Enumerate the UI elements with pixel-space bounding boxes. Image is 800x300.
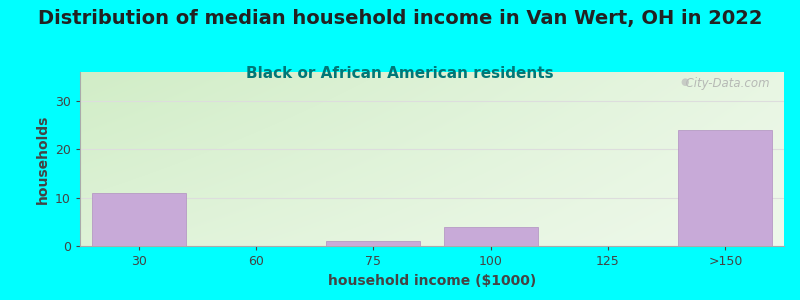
Bar [92,193,186,246]
Bar [326,241,420,246]
Bar [678,130,772,246]
Text: Black or African American residents: Black or African American residents [246,66,554,81]
Text: Distribution of median household income in Van Wert, OH in 2022: Distribution of median household income … [38,9,762,28]
X-axis label: household income ($1000): household income ($1000) [328,274,536,288]
Text: City-Data.com: City-Data.com [678,77,770,90]
Y-axis label: households: households [35,114,50,204]
Text: ●: ● [681,77,689,87]
Bar [444,227,538,246]
